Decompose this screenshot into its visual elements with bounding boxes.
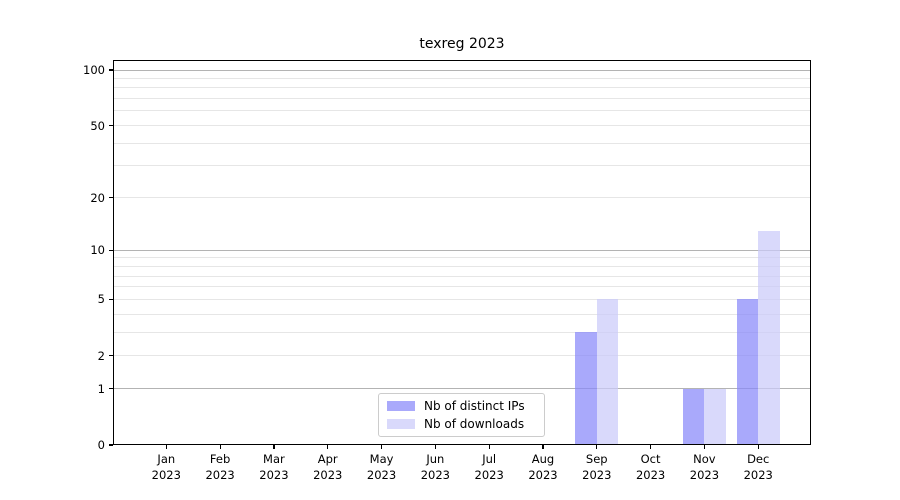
y-tick-label: 10 bbox=[90, 243, 105, 258]
gridline-minor bbox=[114, 286, 810, 288]
y-tick-label: 2 bbox=[97, 348, 105, 363]
y-tick bbox=[109, 388, 113, 390]
x-tick bbox=[703, 445, 705, 449]
gridline-minor bbox=[114, 313, 810, 315]
gridline-decade bbox=[114, 249, 810, 251]
x-tick-label: Sep 2023 bbox=[582, 452, 612, 482]
x-tick bbox=[542, 445, 544, 449]
x-tick bbox=[488, 445, 490, 449]
gridline-minor bbox=[114, 87, 810, 89]
x-tick-label: Dec 2023 bbox=[743, 452, 773, 482]
legend-swatch-downloads-icon bbox=[387, 419, 415, 429]
x-tick bbox=[649, 445, 652, 449]
legend-item-downloads: Nb of downloads bbox=[387, 417, 536, 431]
gridline-minor bbox=[114, 331, 810, 333]
x-tick bbox=[434, 445, 436, 449]
x-tick-label: Jan 2023 bbox=[151, 452, 181, 482]
x-tick-label: Oct 2023 bbox=[635, 452, 666, 482]
gridline-minor bbox=[114, 197, 810, 199]
gridline-minor bbox=[114, 275, 810, 277]
y-tick bbox=[109, 355, 113, 357]
legend-swatch-distinct-ips-icon bbox=[387, 401, 415, 411]
gridline-decade bbox=[114, 388, 810, 390]
x-tick-label: Jun 2023 bbox=[420, 452, 450, 482]
legend-item-distinct-ips: Nb of distinct IPs bbox=[387, 399, 536, 413]
y-tick bbox=[109, 197, 113, 199]
chart-title: texreg 2023 bbox=[419, 36, 505, 52]
gridline-minor bbox=[114, 77, 810, 79]
bar-distinct-ips bbox=[575, 332, 597, 445]
x-tick bbox=[757, 445, 759, 449]
y-tick-label: 50 bbox=[90, 118, 105, 133]
bar-downloads bbox=[596, 299, 619, 445]
x-tick-label: Aug 2023 bbox=[528, 452, 558, 482]
x-tick bbox=[219, 445, 221, 449]
y-tick-label: 0 bbox=[97, 438, 105, 452]
gridline-minor bbox=[114, 257, 810, 259]
x-tick bbox=[380, 445, 383, 449]
x-tick-label: Feb 2023 bbox=[205, 452, 235, 482]
legend: Nb of distinct IPs Nb of downloads bbox=[378, 393, 545, 437]
gridline-decade bbox=[114, 69, 810, 71]
gridline-minor bbox=[114, 142, 810, 144]
x-tick bbox=[165, 445, 167, 449]
gridline-minor bbox=[114, 165, 810, 167]
y-tick bbox=[109, 444, 113, 446]
y-tick bbox=[109, 249, 113, 251]
x-tick bbox=[273, 445, 275, 449]
legend-label-distinct-ips: Nb of distinct IPs bbox=[424, 399, 525, 413]
bar-distinct-ips bbox=[736, 299, 759, 445]
bar-downloads bbox=[704, 388, 726, 445]
y-tick bbox=[109, 298, 113, 300]
y-tick-label: 1 bbox=[97, 381, 105, 396]
gridline-minor bbox=[114, 298, 810, 300]
y-tick-label: 5 bbox=[97, 292, 105, 307]
y-tick bbox=[109, 69, 113, 71]
x-tick-label: Mar 2023 bbox=[259, 452, 289, 482]
x-tick bbox=[327, 445, 329, 449]
y-tick-label: 20 bbox=[90, 190, 105, 205]
gridline-minor bbox=[114, 125, 810, 127]
gridline-minor bbox=[114, 110, 810, 112]
bar-distinct-ips bbox=[682, 388, 705, 445]
y-tick bbox=[109, 124, 113, 127]
y-tick-label: 100 bbox=[83, 63, 105, 77]
legend-label-downloads: Nb of downloads bbox=[424, 417, 525, 431]
bar-downloads bbox=[758, 230, 780, 445]
gridline-minor bbox=[114, 355, 810, 357]
x-tick bbox=[596, 445, 598, 449]
x-tick-label: May 2023 bbox=[366, 452, 397, 482]
x-tick-label: Nov 2023 bbox=[689, 452, 720, 482]
x-tick-label: Jul 2023 bbox=[474, 452, 504, 482]
gridline-minor bbox=[114, 265, 810, 267]
gridline-minor bbox=[114, 98, 810, 100]
x-tick-label: Apr 2023 bbox=[313, 452, 343, 482]
